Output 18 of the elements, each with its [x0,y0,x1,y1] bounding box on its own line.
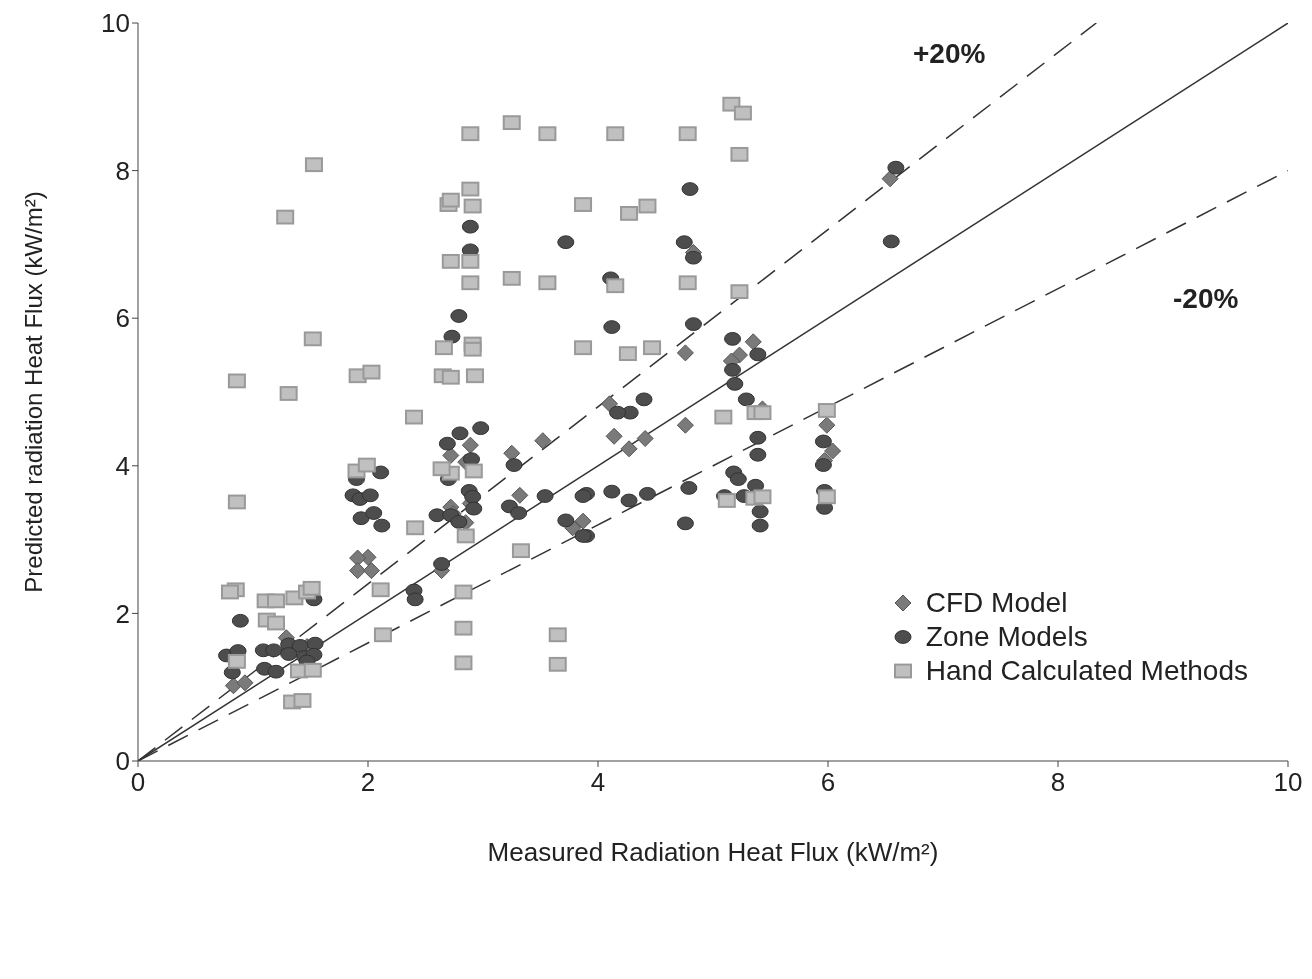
y-tick-label: 8 [115,155,130,186]
x-tick-label: 4 [590,767,606,798]
y-tick-label: 2 [115,598,130,629]
y-tick-label: 4 [115,451,130,482]
x-tick-label: 2 [360,767,376,798]
x-tick-label: 10 [1273,767,1303,798]
x-tick-label: 8 [1050,767,1066,798]
legend-label: Zone Models [925,620,1088,654]
x-tick-label: 6 [820,767,836,798]
annotation: +20% [913,38,986,70]
annotation: -20% [1173,283,1239,315]
legend-label: CFD Model [925,586,1068,620]
y-tick-label: 0 [115,746,130,777]
y-axis-title: Predicted radiation Heat Flux (kW/m²) [19,191,47,593]
y-tick-label: 6 [115,303,130,334]
y-tick-label: 10 [101,8,130,39]
x-axis-title: Measured Radiation Heat Flux (kW/m²) [487,837,939,867]
legend-label: Hand Calculated Methods [925,654,1248,688]
